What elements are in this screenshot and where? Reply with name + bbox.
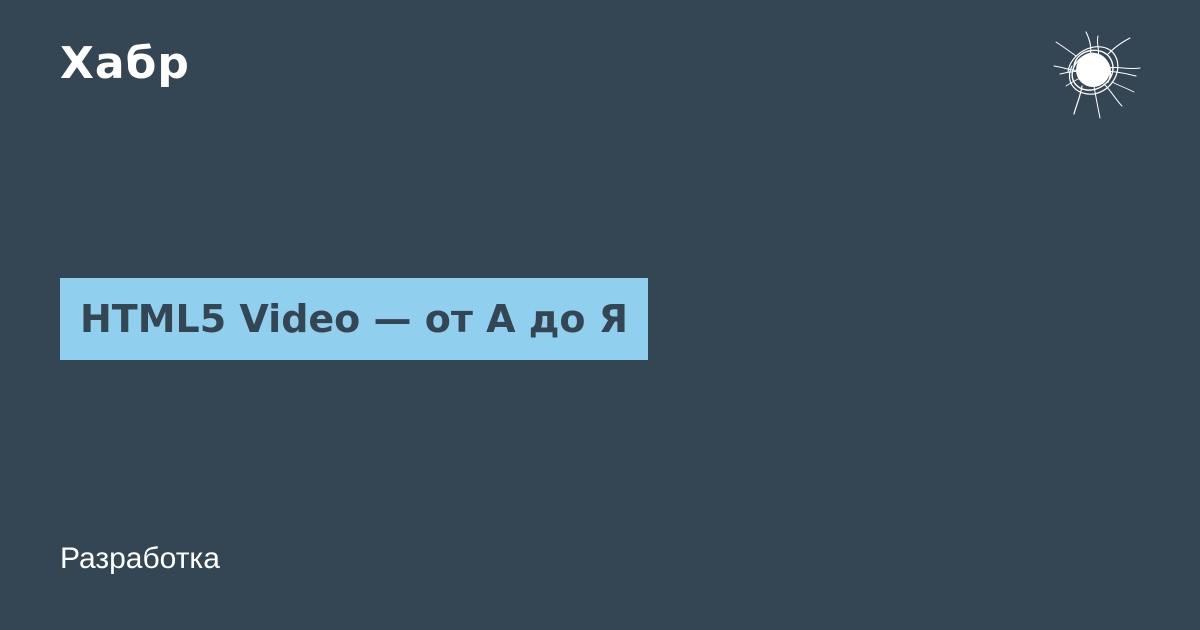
habr-logo-text: Хабр xyxy=(60,38,190,89)
article-title-box: HTML5 Video — от А до Я xyxy=(60,278,649,360)
hub-label: Разработка xyxy=(60,542,220,575)
scribble-ball-icon xyxy=(1053,31,1141,119)
article-title: HTML5 Video — от А до Я xyxy=(80,297,629,341)
